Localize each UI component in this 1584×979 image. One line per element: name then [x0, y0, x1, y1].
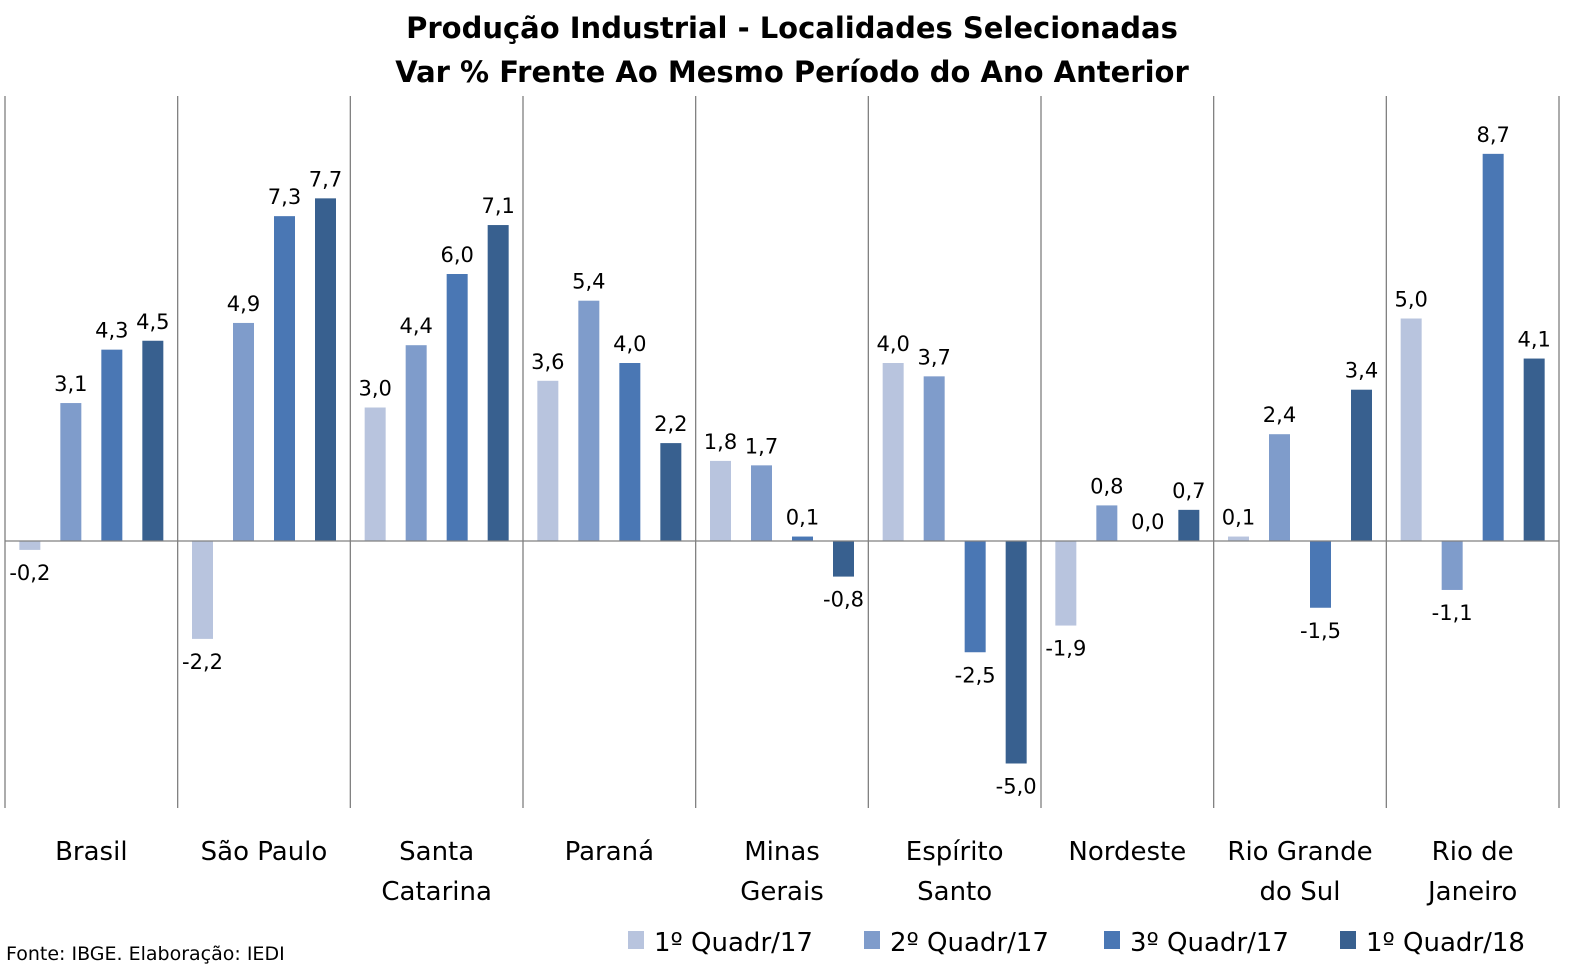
data-label: 5,4: [572, 270, 605, 294]
bar: [578, 300, 600, 541]
data-label: 3,7: [917, 345, 950, 369]
bar: [1178, 509, 1200, 541]
data-label: 0,1: [1222, 506, 1255, 530]
data-label: 4,3: [95, 319, 128, 343]
data-label: -0,8: [823, 588, 864, 612]
data-label: 7,3: [268, 185, 301, 209]
chart-subtitle: Var % Frente Ao Mesmo Período do Ano Ant…: [395, 55, 1189, 89]
data-label: 4,9: [227, 292, 260, 316]
data-label: 0,1: [786, 506, 819, 530]
category-label: Rio Grande: [1227, 837, 1372, 867]
data-label: -2,2: [182, 650, 223, 674]
data-label: -1,5: [1300, 619, 1341, 643]
data-label: 4,5: [136, 310, 169, 334]
category-label: Rio de: [1432, 837, 1514, 867]
legend-label: 3º Quadr/17: [1130, 928, 1289, 958]
bar: [1441, 541, 1463, 590]
bar: [101, 349, 123, 541]
bar: [233, 322, 254, 541]
legend-label: 1º Quadr/18: [1366, 928, 1525, 958]
category-label: Nordeste: [1068, 837, 1186, 867]
data-label: 4,1: [1517, 328, 1550, 352]
plot-area: -0,2 -2,2 3,0 3,6 1,8 4,0 -1,9 0,1 5,0 3,1 4,9 4,4 5…: [4, 96, 1560, 907]
data-label: 5,0: [1394, 288, 1427, 312]
data-label: 3,4: [1345, 359, 1378, 383]
category-label: Santo: [917, 877, 992, 907]
data-label: -1,1: [1432, 601, 1473, 625]
category-label: Paraná: [565, 837, 654, 867]
data-label: 0,0: [1131, 510, 1164, 534]
bar: [1055, 541, 1077, 626]
bar: [19, 541, 41, 550]
category-label: Espírito: [906, 837, 1004, 867]
bar: [710, 460, 731, 541]
data-label: 8,7: [1476, 123, 1509, 147]
bar: [1096, 505, 1118, 541]
bar: [315, 198, 336, 541]
bar: [537, 380, 559, 541]
bar: [923, 376, 945, 541]
data-label: 4,4: [399, 314, 432, 338]
bar: [1400, 318, 1422, 541]
chart-title: Produção Industrial - Localidades Seleci…: [406, 11, 1178, 45]
bar: [833, 541, 854, 577]
data-label: 3,6: [531, 350, 564, 374]
bar: [660, 443, 682, 541]
bar: [487, 225, 509, 542]
bar: [751, 465, 772, 541]
bar: [1482, 153, 1504, 541]
category-label: Gerais: [740, 877, 824, 907]
bar: [364, 407, 386, 541]
data-label: 7,1: [481, 194, 514, 218]
data-label: -0,2: [9, 561, 50, 585]
bar: [405, 345, 427, 541]
category-label: Catarina: [381, 877, 492, 907]
bar: [619, 363, 641, 541]
bar: [964, 541, 986, 653]
legend: 1º Quadr/17 2º Quadr/17 3º Quadr/17 1º Quad…: [628, 928, 1525, 958]
category-label: Brasil: [55, 837, 127, 867]
data-label: 3,1: [54, 372, 87, 396]
bar: [60, 403, 82, 541]
data-label: 1,8: [704, 430, 737, 454]
bar: [1005, 541, 1027, 764]
category-label: Janeiro: [1426, 877, 1517, 907]
data-label: 4,0: [876, 332, 909, 356]
bar: [1228, 536, 1249, 541]
bar: [192, 541, 213, 639]
bar: [274, 216, 295, 541]
data-label: 3,0: [358, 377, 391, 401]
data-label: -5,0: [996, 775, 1037, 799]
bar: [1310, 541, 1331, 608]
legend-swatch: [1104, 931, 1120, 949]
data-label: -2,5: [955, 663, 996, 687]
category-label: Minas: [744, 837, 820, 867]
bar: [142, 340, 164, 541]
bar: [1269, 434, 1290, 541]
data-label: 6,0: [440, 243, 473, 267]
legend-swatch: [628, 931, 644, 949]
legend-swatch: [864, 931, 880, 949]
bar: [1523, 358, 1545, 541]
data-label: -1,9: [1045, 637, 1086, 661]
data-label: 1,7: [745, 434, 778, 458]
legend-label: 2º Quadr/17: [890, 928, 1049, 958]
category-label: do Sul: [1260, 877, 1341, 907]
data-label: 2,2: [654, 412, 687, 436]
bar: [882, 363, 904, 541]
bar: [446, 274, 468, 541]
data-label: 0,8: [1090, 474, 1123, 498]
data-label: 2,4: [1263, 403, 1296, 427]
data-label: 7,7: [309, 167, 342, 191]
bar: [792, 536, 813, 541]
category-label: Santa: [399, 837, 474, 867]
bar: [1351, 389, 1372, 541]
data-label: 4,0: [613, 332, 646, 356]
source-note: Fonte: IBGE. Elaboração: IEDI: [6, 943, 285, 965]
legend-label: 1º Quadr/17: [654, 928, 813, 958]
data-label: 0,7: [1172, 479, 1205, 503]
category-label: São Paulo: [201, 837, 328, 867]
legend-swatch: [1340, 931, 1356, 949]
